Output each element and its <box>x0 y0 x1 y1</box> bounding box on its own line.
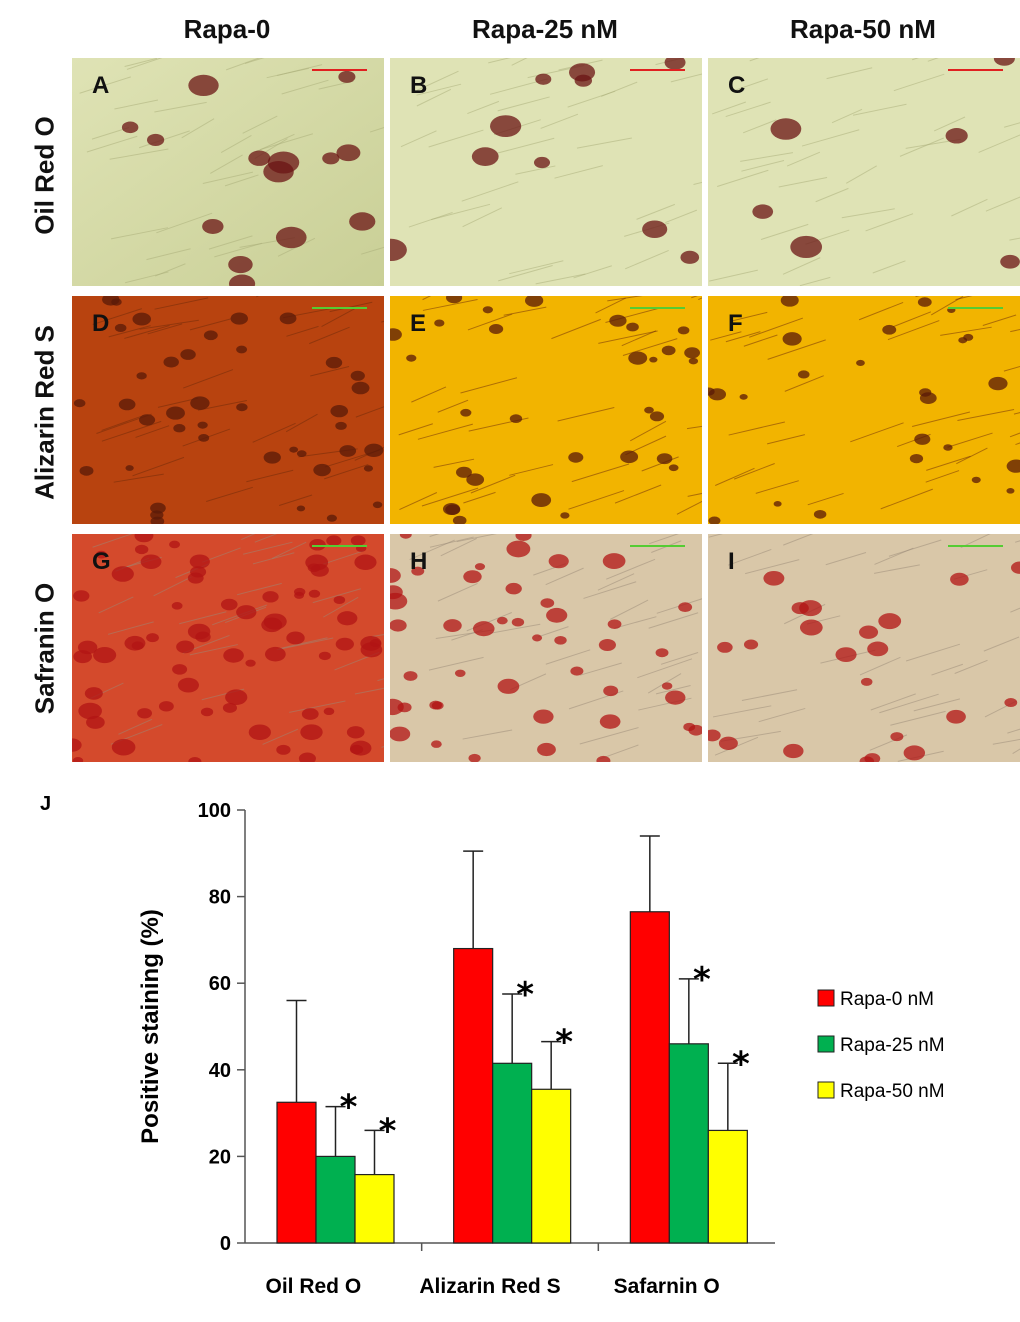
micrograph-panel-g: G <box>72 534 384 762</box>
bar-3-2 <box>668 1043 709 1244</box>
bar-3-3 <box>707 1129 748 1244</box>
bar-1-2 <box>315 1155 356 1244</box>
y-tick-label: 60 <box>209 973 231 995</box>
panel-letter-d: D <box>92 310 110 337</box>
bar-3-1 <box>629 911 670 1244</box>
panel-letter-i: I <box>728 548 735 575</box>
panel-letter-f: F <box>728 310 743 337</box>
legend-swatch <box>817 1035 835 1053</box>
bar-2-2 <box>492 1062 533 1244</box>
row-label-alizarin-red-s: Alizarin Red S <box>29 325 60 500</box>
bar-1-3 <box>354 1173 395 1244</box>
significance-mark: * <box>340 1088 358 1128</box>
micrograph-panel-c: C <box>708 58 1020 286</box>
bar-2-3 <box>531 1088 572 1244</box>
micrograph-panel-b: B <box>390 58 702 286</box>
significance-mark: * <box>555 1023 573 1063</box>
x-category-label: Alizarin Red S <box>419 1275 560 1298</box>
significance-mark: * <box>732 1044 750 1084</box>
column-header-rapa-25: Rapa-25 nM <box>472 14 618 44</box>
chart-panel-letter: J <box>40 793 51 815</box>
x-category-label: Safarnin O <box>614 1275 720 1298</box>
legend-label: Rapa-0 nM <box>840 989 934 1010</box>
micrograph-panel-e: E <box>390 296 702 524</box>
row-label-safranin-o: Safranin O <box>29 582 60 715</box>
panel-letter-h: H <box>410 548 428 575</box>
panel-letter-e: E <box>410 310 427 337</box>
panel-letter-b: B <box>410 72 428 99</box>
y-tick-label: 100 <box>198 800 231 822</box>
legend-swatch <box>817 1081 835 1099</box>
bar-chart-panel: J 0 20 40 60 80 100 Positive staining (%) * * Oil … <box>0 780 1020 1317</box>
y-tick-label: 0 <box>220 1233 231 1255</box>
legend-swatch <box>817 989 835 1007</box>
micrograph-panel-d: D <box>72 296 384 524</box>
significance-mark: * <box>516 975 534 1015</box>
micrograph-panel-i: I <box>708 534 1020 762</box>
y-tick-label: 40 <box>209 1060 231 1082</box>
legend-label: Rapa-25 nM <box>840 1035 945 1056</box>
micrograph-panel-f: F <box>708 296 1020 524</box>
micrograph-panel-h: H <box>390 534 702 762</box>
bar-chart: J 0 20 40 60 80 100 Positive staining (%) * * Oil … <box>40 793 945 1298</box>
panel-letter-a: A <box>92 72 110 99</box>
x-category-label: Oil Red O <box>265 1275 361 1298</box>
y-tick-label: 20 <box>209 1146 231 1168</box>
y-axis-label: Positive staining (%) <box>137 909 164 1144</box>
y-tick-label: 80 <box>209 887 231 909</box>
significance-mark: * <box>379 1111 397 1151</box>
panel-letter-c: C <box>728 72 746 99</box>
column-header-rapa-50: Rapa-50 nM <box>790 14 936 44</box>
legend-label: Rapa-50 nM <box>840 1081 945 1102</box>
column-header-rapa-0: Rapa-0 <box>183 14 271 44</box>
bar-1-1 <box>276 1101 317 1244</box>
micrograph-panel-a: A <box>72 58 384 286</box>
row-label-oil-red-o: Oil Red O <box>29 116 60 235</box>
panel-letter-g: G <box>92 548 111 575</box>
bar-2-1 <box>453 947 494 1244</box>
significance-mark: * <box>693 960 711 1000</box>
